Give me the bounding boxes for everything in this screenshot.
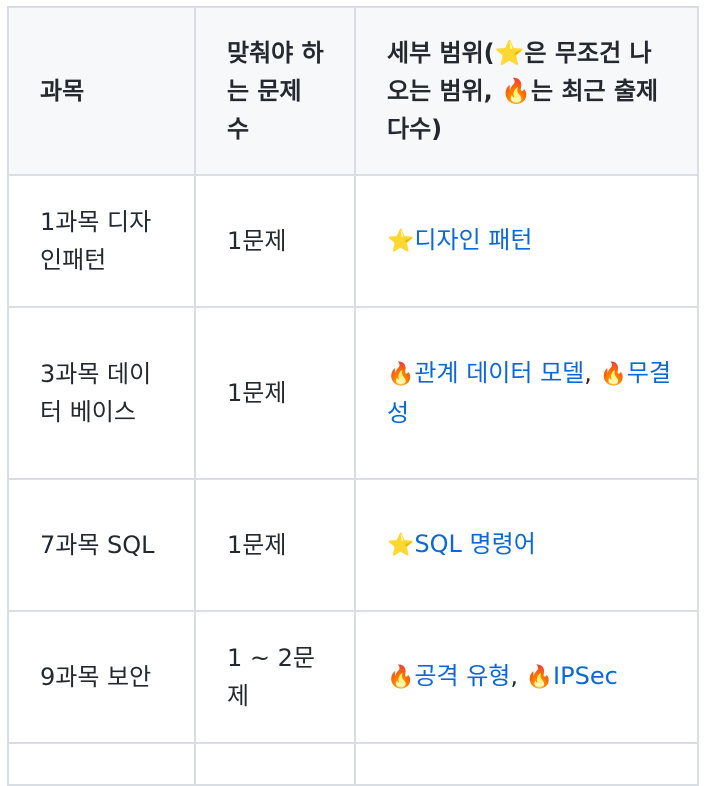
separator: , — [510, 662, 526, 690]
subject-cell: 1과목 디자인패턴 — [7, 174, 196, 308]
scope-table: 과목 맞춰야 하는 문제 수 세부 범위(⭐은 무조건 나오는 범위, 🔥는 최… — [7, 6, 699, 786]
fire-icon: 🔥 — [387, 665, 415, 690]
header-subject: 과목 — [7, 6, 196, 176]
count-cell: 1 ~ 2문제 — [194, 610, 356, 744]
detail-cell: 🔥공격 유형, 🔥IPSec — [354, 610, 699, 744]
link-attack-types[interactable]: 공격 유형 — [414, 662, 511, 690]
fire-icon: 🔥 — [525, 665, 554, 690]
table-row: 9과목 보안 1 ~ 2문제 🔥공격 유형, 🔥IPSec — [7, 610, 699, 744]
link-relational-model[interactable]: 관계 데이터 모델 — [414, 359, 585, 387]
star-icon: ⭐ — [387, 533, 415, 558]
count-cell: 1문제 — [194, 478, 356, 612]
header-detail: 세부 범위(⭐은 무조건 나오는 범위, 🔥는 최근 출제 다수) — [354, 6, 699, 176]
link-design-pattern[interactable]: 디자인 패턴 — [414, 226, 533, 254]
detail-cell: ⭐SQL 명령어 — [354, 478, 699, 612]
detail-cell — [354, 742, 699, 786]
subject-cell — [7, 742, 196, 786]
link-integrity[interactable]: 무결성 — [387, 359, 672, 427]
table-row: 7과목 SQL 1문제 ⭐SQL 명령어 — [7, 478, 699, 612]
link-sql-commands[interactable]: SQL 명령어 — [414, 530, 536, 558]
link-ipsec[interactable]: IPSec — [553, 662, 618, 690]
detail-cell: 🔥관계 데이터 모델, 🔥무결성 — [354, 306, 699, 480]
subject-cell: 9과목 보안 — [7, 610, 196, 744]
detail-cell: ⭐디자인 패턴 — [354, 174, 699, 308]
fire-icon: 🔥 — [599, 362, 627, 387]
count-cell: 1문제 — [194, 306, 356, 480]
count-cell — [194, 742, 356, 786]
star-icon: ⭐ — [387, 229, 415, 254]
table-row: 1과목 디자인패턴 1문제 ⭐디자인 패턴 — [7, 174, 699, 308]
fire-icon: 🔥 — [387, 362, 415, 387]
table-row: 3과목 데이터 베이스 1문제 🔥관계 데이터 모델, 🔥무결성 — [7, 306, 699, 480]
header-count: 맞춰야 하는 문제 수 — [194, 6, 356, 176]
table-header-row: 과목 맞춰야 하는 문제 수 세부 범위(⭐은 무조건 나오는 범위, 🔥는 최… — [7, 6, 699, 176]
count-cell: 1문제 — [194, 174, 356, 308]
subject-cell: 3과목 데이터 베이스 — [7, 306, 196, 480]
table-row-partial — [7, 742, 699, 786]
separator: , — [584, 359, 600, 387]
subject-cell: 7과목 SQL — [7, 478, 196, 612]
